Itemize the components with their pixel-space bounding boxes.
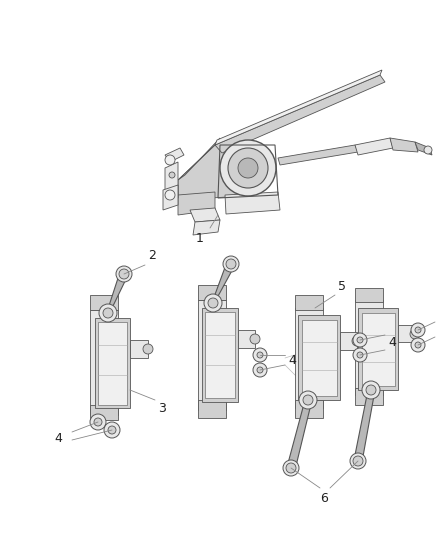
Polygon shape: [362, 313, 395, 386]
Circle shape: [165, 190, 175, 200]
Circle shape: [116, 266, 132, 282]
Polygon shape: [178, 192, 215, 215]
Polygon shape: [90, 295, 118, 310]
Circle shape: [357, 352, 363, 358]
Polygon shape: [90, 405, 118, 420]
Circle shape: [410, 329, 420, 339]
Circle shape: [352, 336, 362, 346]
Polygon shape: [98, 322, 127, 405]
Circle shape: [94, 418, 102, 426]
Polygon shape: [225, 192, 280, 214]
Polygon shape: [287, 400, 312, 470]
Text: 4: 4: [388, 335, 396, 349]
Polygon shape: [355, 300, 383, 395]
Circle shape: [366, 385, 376, 395]
Circle shape: [353, 348, 367, 362]
Text: 4: 4: [288, 353, 296, 367]
Circle shape: [103, 308, 113, 318]
Circle shape: [119, 269, 129, 279]
Circle shape: [299, 391, 317, 409]
Circle shape: [226, 259, 236, 269]
Polygon shape: [415, 142, 432, 155]
Circle shape: [257, 367, 263, 373]
Polygon shape: [193, 220, 220, 235]
Polygon shape: [215, 70, 382, 145]
Text: 3: 3: [158, 402, 166, 415]
Polygon shape: [295, 295, 323, 310]
Polygon shape: [90, 310, 118, 415]
Circle shape: [104, 422, 120, 438]
Polygon shape: [215, 75, 385, 153]
Circle shape: [253, 348, 267, 362]
Polygon shape: [163, 185, 178, 210]
Circle shape: [250, 334, 260, 344]
Polygon shape: [355, 388, 383, 405]
Polygon shape: [210, 262, 235, 308]
Circle shape: [228, 148, 268, 188]
Polygon shape: [190, 208, 220, 222]
Text: 4: 4: [54, 432, 62, 445]
Circle shape: [353, 333, 367, 347]
Polygon shape: [355, 138, 393, 155]
Circle shape: [220, 140, 276, 196]
Polygon shape: [340, 332, 357, 350]
Circle shape: [411, 323, 425, 337]
Polygon shape: [198, 300, 226, 410]
Polygon shape: [354, 390, 375, 462]
Circle shape: [99, 304, 117, 322]
Polygon shape: [295, 308, 323, 408]
Polygon shape: [358, 308, 398, 390]
Circle shape: [204, 294, 222, 312]
Polygon shape: [165, 148, 184, 162]
Polygon shape: [202, 308, 238, 402]
Polygon shape: [198, 400, 226, 418]
Circle shape: [143, 344, 153, 354]
Polygon shape: [105, 272, 128, 318]
Circle shape: [208, 298, 218, 308]
Circle shape: [165, 155, 175, 165]
Polygon shape: [198, 285, 226, 300]
Polygon shape: [398, 325, 415, 342]
Circle shape: [357, 337, 363, 343]
Circle shape: [257, 352, 263, 358]
Polygon shape: [205, 312, 235, 398]
Circle shape: [108, 426, 116, 434]
Polygon shape: [298, 315, 340, 400]
Polygon shape: [165, 162, 178, 200]
Polygon shape: [278, 145, 358, 165]
Text: 2: 2: [148, 249, 156, 262]
Circle shape: [353, 456, 363, 466]
Circle shape: [303, 395, 313, 405]
Circle shape: [223, 256, 239, 272]
Circle shape: [411, 338, 425, 352]
Circle shape: [253, 363, 267, 377]
Circle shape: [350, 453, 366, 469]
Circle shape: [415, 342, 421, 348]
Polygon shape: [390, 138, 418, 152]
Circle shape: [90, 414, 106, 430]
Circle shape: [169, 172, 175, 178]
Circle shape: [283, 460, 299, 476]
Circle shape: [415, 327, 421, 333]
Polygon shape: [178, 138, 220, 180]
Text: 1: 1: [196, 232, 204, 245]
Text: 5: 5: [338, 280, 346, 293]
Polygon shape: [238, 330, 255, 348]
Polygon shape: [302, 320, 337, 396]
Circle shape: [362, 381, 380, 399]
Polygon shape: [295, 400, 323, 418]
Polygon shape: [178, 145, 260, 200]
Circle shape: [424, 146, 432, 154]
Circle shape: [286, 463, 296, 473]
Polygon shape: [355, 288, 383, 302]
Circle shape: [238, 158, 258, 178]
Polygon shape: [95, 318, 130, 408]
Text: 6: 6: [320, 492, 328, 505]
Polygon shape: [130, 340, 148, 358]
Text: 4: 4: [437, 321, 438, 335]
